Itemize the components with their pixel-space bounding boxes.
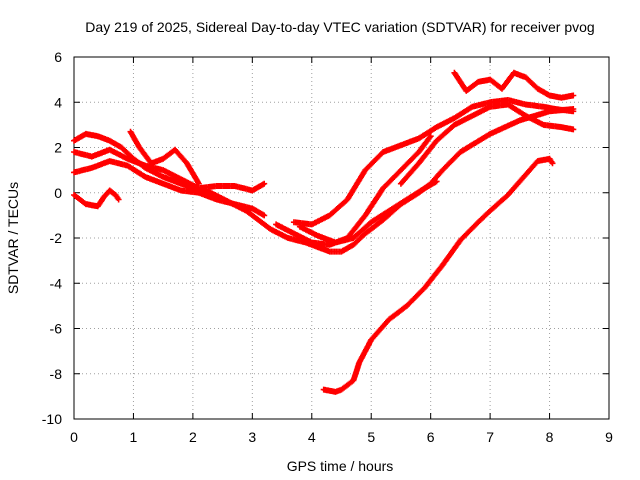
grid-lines [74, 57, 609, 419]
series-track-11 [320, 155, 556, 395]
series-track-1 [71, 187, 122, 210]
y-tick-label: -4 [50, 275, 63, 291]
data-points [71, 146, 268, 194]
y-tick-label: 2 [54, 140, 62, 156]
data-points [451, 69, 577, 101]
x-tick-label: 3 [248, 429, 256, 445]
x-tick-label: 1 [130, 429, 138, 445]
y-tick-label: -6 [50, 321, 63, 337]
x-tick-label: 4 [308, 429, 316, 445]
x-tick-label: 0 [70, 429, 78, 445]
series-track-10 [451, 69, 577, 101]
y-axis-label: SDTVAR / TECUs [5, 182, 21, 294]
y-tick-label: 0 [54, 185, 62, 201]
x-axis-label: GPS time / hours [287, 458, 394, 474]
series-track-7 [290, 97, 577, 228]
series-track-5 [127, 128, 202, 187]
series-track-4 [71, 158, 268, 219]
data-points [71, 158, 268, 219]
y-tick-label: 4 [54, 94, 62, 110]
data-series [71, 69, 577, 395]
y-tick-label: -10 [42, 411, 62, 427]
data-points [290, 97, 577, 228]
data-points [320, 155, 556, 395]
data-points [296, 178, 440, 246]
series-track-3 [71, 146, 268, 194]
x-tick-label: 2 [189, 429, 197, 445]
chart-title: Day 219 of 2025, Sidereal Day-to-day VTE… [85, 19, 594, 35]
x-tick-labels: 0 1 2 3 4 5 6 7 8 9 [70, 429, 613, 445]
x-tick-label: 9 [605, 429, 613, 445]
y-tick-labels: 6 4 2 0 -2 -4 -6 -8 -10 [42, 49, 62, 427]
y-tick-label: -8 [50, 366, 63, 382]
data-points [397, 101, 577, 187]
data-points [127, 128, 202, 187]
axis-ticks [73, 56, 610, 420]
series-track-9 [397, 101, 577, 187]
x-tick-label: 6 [427, 429, 435, 445]
series-track-8 [296, 178, 440, 246]
x-tick-label: 5 [367, 429, 375, 445]
y-tick-label: -2 [50, 230, 63, 246]
data-points [71, 187, 122, 210]
x-tick-label: 7 [486, 429, 494, 445]
y-tick-label: 6 [54, 49, 62, 65]
x-tick-label: 8 [546, 429, 554, 445]
